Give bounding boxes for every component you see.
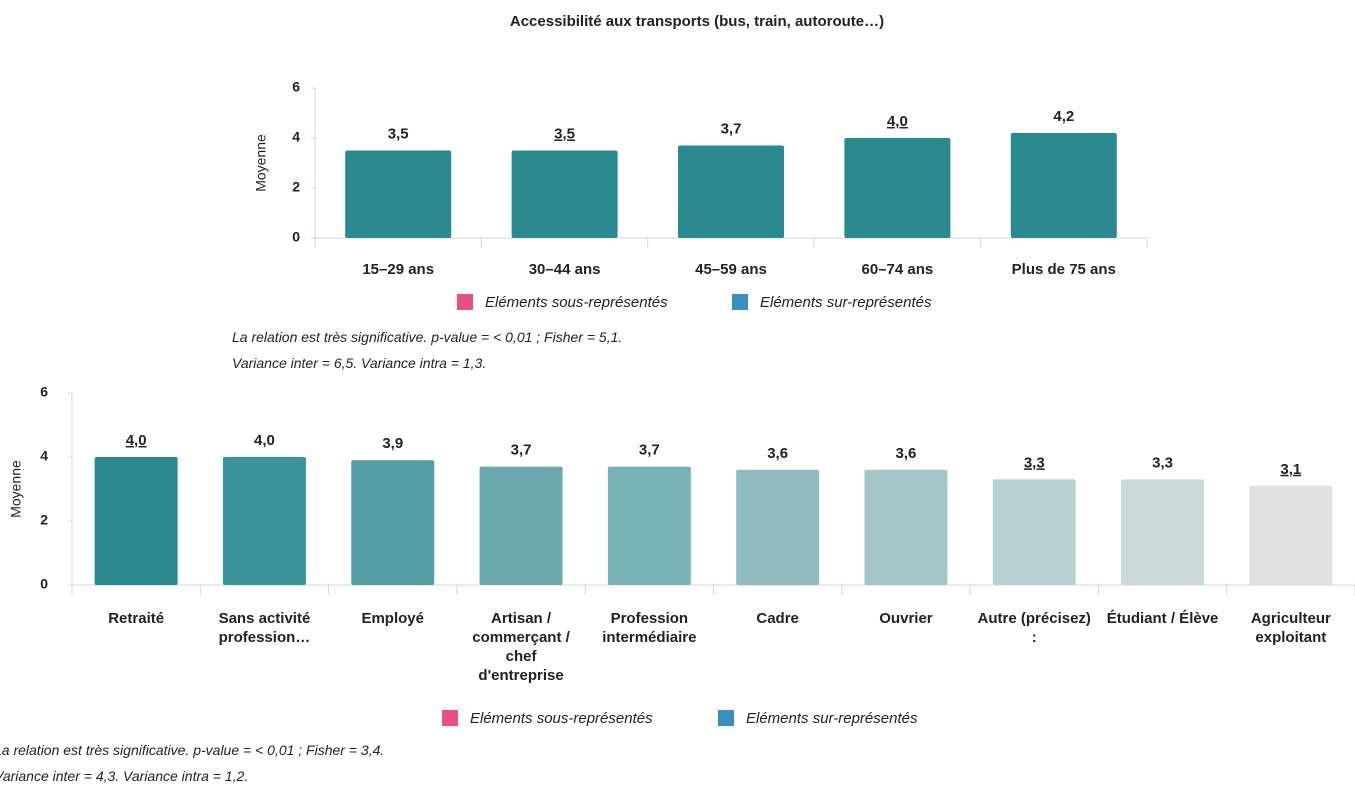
- value-label: 4,0: [126, 432, 147, 449]
- x-tick-label: Étudiant / Élève: [1106, 610, 1219, 627]
- value-label: 3,1: [1280, 461, 1301, 478]
- x-tick-label: Cadre: [756, 610, 799, 627]
- y-axis-label: Moyenne: [8, 460, 24, 518]
- note: La relation est très significative. p-va…: [0, 742, 385, 758]
- bar: [992, 479, 1076, 585]
- value-label: 3,7: [511, 442, 532, 459]
- legend-swatch: [442, 710, 458, 726]
- x-tick-label: Autre (précisez) :: [977, 610, 1091, 646]
- y-axis-label: Moyenne: [253, 134, 269, 192]
- x-tick-label: 60–74 ans: [861, 261, 934, 278]
- value-label: 3,3: [1024, 454, 1045, 471]
- value-label: 4,2: [1053, 108, 1074, 125]
- legend-swatch: [718, 710, 734, 726]
- value-label: 3,9: [382, 435, 403, 452]
- bar: [864, 469, 948, 585]
- x-tick-label: Plus de 75 ans: [1011, 261, 1116, 278]
- legend-label: Eléments sur-représentés: [760, 294, 932, 311]
- legend-swatch: [457, 294, 473, 310]
- y-tick-label: 2: [292, 179, 300, 195]
- value-label: 4,0: [254, 432, 275, 449]
- bar: [511, 150, 618, 238]
- note: La relation est très significative. p-va…: [232, 329, 623, 345]
- x-tick-label: Retraité: [108, 610, 165, 627]
- bar: [351, 460, 435, 585]
- bar: [479, 466, 563, 585]
- y-tick-label: 6: [40, 384, 48, 400]
- y-tick-label: 0: [40, 576, 48, 592]
- legend-swatch: [732, 294, 748, 310]
- x-tick-label: Agriculteur exploitant: [1250, 610, 1331, 646]
- y-tick-label: 2: [40, 512, 48, 528]
- x-tick-label: Sans activité profession…: [218, 610, 311, 646]
- y-tick-label: 0: [292, 229, 300, 245]
- x-tick-label: 30–44 ans: [528, 261, 601, 278]
- bar: [844, 138, 951, 238]
- value-label: 3,6: [896, 445, 917, 462]
- x-tick-label: 15–29 ans: [362, 261, 435, 278]
- value-label: 3,6: [767, 445, 788, 462]
- legend-label: Eléments sur-représentés: [746, 710, 918, 727]
- legend-label: Eléments sous-représentés: [470, 710, 653, 727]
- bar: [678, 145, 784, 238]
- bar: [736, 469, 820, 585]
- x-tick-label: Artisan / commerçant / chef d'entreprise: [472, 610, 570, 684]
- bar: [1121, 479, 1205, 585]
- bar: [1249, 485, 1333, 585]
- bar: [1010, 133, 1117, 238]
- value-label: 4,0: [887, 113, 908, 130]
- bar: [345, 150, 452, 238]
- x-tick-label: 45–59 ans: [695, 261, 767, 278]
- bar: [94, 457, 178, 585]
- y-tick-label: 4: [292, 129, 300, 145]
- value-label: 3,5: [554, 125, 575, 142]
- bar: [607, 466, 691, 585]
- legend-label: Eléments sous-représentés: [485, 294, 668, 311]
- y-tick-label: 4: [40, 448, 48, 464]
- chart-title: Accessibilité aux transports (bus, train…: [510, 13, 884, 30]
- value-label: 3,7: [721, 120, 742, 137]
- value-label: 3,7: [639, 442, 660, 459]
- x-tick-label: Profession intermédiaire: [602, 610, 697, 646]
- y-tick-label: 6: [292, 79, 300, 95]
- x-tick-label: Employé: [361, 610, 424, 627]
- bar: [222, 457, 306, 585]
- value-label: 3,3: [1152, 454, 1173, 471]
- x-tick-label: Ouvrier: [879, 610, 933, 627]
- note: Variance inter = 4,3. Variance intra = 1…: [0, 768, 249, 784]
- value-label: 3,5: [388, 125, 409, 142]
- note: Variance inter = 6,5. Variance intra = 1…: [232, 355, 487, 371]
